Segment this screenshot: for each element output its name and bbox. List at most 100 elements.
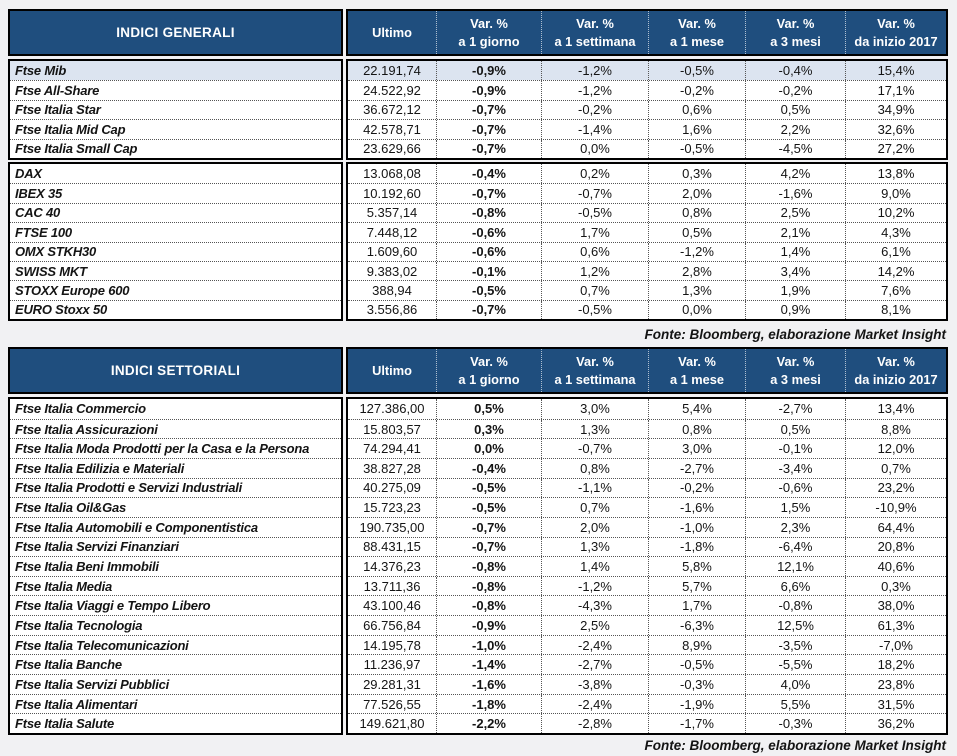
cell-ytd: 17,1% xyxy=(845,81,946,100)
cell-ultimo: 149.621,80 xyxy=(359,716,425,732)
cell-ultimo: 77.526,55 xyxy=(363,696,421,712)
cell-ultimo: 10.192,60 xyxy=(363,186,421,202)
cell-ultimo: 15.723,23 xyxy=(363,500,421,516)
index-name: EURO Stoxx 50 xyxy=(10,299,341,319)
cell-ytd: 23,8% xyxy=(845,675,946,694)
column-header-line2: a 1 settimana xyxy=(554,33,636,49)
cell-month: -0,2% xyxy=(648,478,745,498)
cell-day: 0,0% xyxy=(436,439,541,458)
cell-day: -0,7% xyxy=(436,537,541,557)
cell-day: -0,4% xyxy=(436,459,541,478)
index-name: Ftse Italia Tecnologia xyxy=(10,615,341,635)
cell-ultimo: 88.431,15 xyxy=(363,539,421,555)
column-headers: Ultimo Var. % a 1 giorno Var. % a 1 settiman… xyxy=(346,347,948,395)
cell-day: -0,4% xyxy=(436,163,541,184)
index-name: Ftse Italia Viaggi e Tempo Libero xyxy=(10,595,341,615)
cell-day: -0,8% xyxy=(436,557,541,576)
cell-week: -1,1% xyxy=(541,478,648,498)
index-name: Ftse Italia Moda Prodotti per la Casa e … xyxy=(10,438,341,458)
column-header-line2: a 3 mesi xyxy=(770,371,821,387)
cell-day: -0,9% xyxy=(436,616,541,635)
cell-month: -1,0% xyxy=(648,517,745,537)
cell-ytd: 38,0% xyxy=(845,596,946,616)
cell-day: -0,6% xyxy=(436,223,541,242)
cell-day: -0,8% xyxy=(436,596,541,616)
index-name: Ftse Italia Edilizia e Materiali xyxy=(10,458,341,478)
cell-month: -0,3% xyxy=(648,675,745,694)
cell-ytd: 23,2% xyxy=(845,478,946,498)
cell-week: 0,0% xyxy=(541,139,648,158)
cell-quarter: 6,6% xyxy=(745,576,845,596)
cell-ytd: 13,4% xyxy=(845,399,946,419)
cell-month: -1,9% xyxy=(648,694,745,714)
column-header-line1: Var. % xyxy=(470,16,508,32)
column-header-week: Var. % a 1 settimana xyxy=(541,349,648,393)
column-header-line2: a 1 giorno xyxy=(458,371,520,387)
cell-ytd: 20,8% xyxy=(845,537,946,557)
table-row: 10.192,60 -0,7% -0,7% 2,0% -1,6% 9,0% xyxy=(348,183,946,203)
cell-week: -0,2% xyxy=(541,100,648,120)
cell-month: 1,3% xyxy=(648,281,745,300)
index-name-column: DAX IBEX 35 CAC 40 FTSE 100 OMX STKH30 SWISS … xyxy=(8,161,343,322)
cell-week: 0,2% xyxy=(541,163,648,184)
table-row: 43.100,46 -0,8% -4,3% 1,7% -0,8% 38,0% xyxy=(348,595,946,616)
cell-week: -1,2% xyxy=(541,81,648,100)
cell-ytd: -10,9% xyxy=(845,498,946,517)
column-header-week: Var. % a 1 settimana xyxy=(541,11,648,54)
cell-ultimo: 29.281,31 xyxy=(363,676,421,692)
cell-ytd: 13,8% xyxy=(845,163,946,184)
cell-week: 1,7% xyxy=(541,223,648,242)
cell-month: -1,7% xyxy=(648,714,745,733)
index-name: Ftse Italia Oil&Gas xyxy=(10,497,341,517)
cell-ultimo: 11.236,97 xyxy=(363,657,421,673)
cell-week: -1,2% xyxy=(541,61,648,81)
index-name: Ftse Italia Automobili e Componentistica xyxy=(10,516,341,537)
column-header-line1: Var. % xyxy=(877,354,915,370)
cell-week: -1,4% xyxy=(541,120,648,139)
cell-month: 0,5% xyxy=(648,223,745,242)
cell-quarter: 0,5% xyxy=(745,100,845,120)
cell-quarter: 1,4% xyxy=(745,242,845,261)
cell-month: -6,3% xyxy=(648,616,745,635)
column-header-line2: a 3 mesi xyxy=(770,33,821,49)
cell-quarter: -1,6% xyxy=(745,184,845,203)
cell-week: 2,5% xyxy=(541,616,648,635)
cell-quarter: -3,5% xyxy=(745,635,845,655)
cell-ultimo: 1.609,60 xyxy=(366,244,418,260)
table-row: 40.275,09 -0,5% -1,1% -0,2% -0,6% 23,2% xyxy=(348,477,946,498)
cell-month: -1,2% xyxy=(648,242,745,261)
cell-quarter: -0,2% xyxy=(745,81,845,100)
cell-quarter: -5,5% xyxy=(745,655,845,675)
values-column: 127.386,00 0,5% 3,0% 5,4% -2,7% 13,4% 15.803,5… xyxy=(346,397,948,735)
table-row: 15.723,23 -0,5% 0,7% -1,6% 1,5% -10,9% xyxy=(348,497,946,517)
cell-quarter: 2,5% xyxy=(745,203,845,223)
table-body: Ftse Italia Commercio Ftse Italia Assicur… xyxy=(8,397,948,735)
cell-quarter: 1,9% xyxy=(745,281,845,300)
cell-week: -2,4% xyxy=(541,635,648,655)
cell-week: -0,5% xyxy=(541,203,648,223)
cell-ytd: 32,6% xyxy=(845,120,946,139)
source-note: Fonte: Bloomberg, elaborazione Market In… xyxy=(644,737,946,753)
cell-ytd: 0,3% xyxy=(845,576,946,596)
index-name: IBEX 35 xyxy=(10,183,341,202)
column-header-day: Var. % a 1 giorno xyxy=(436,349,541,393)
cell-month: 1,7% xyxy=(648,596,745,616)
cell-quarter: -6,4% xyxy=(745,537,845,557)
index-name: Ftse Italia Alimentari xyxy=(10,693,341,714)
cell-month: 2,0% xyxy=(648,184,745,203)
cell-day: -0,7% xyxy=(436,517,541,537)
column-header-line2: a 1 mese xyxy=(669,371,725,387)
cell-week: -4,3% xyxy=(541,596,648,616)
index-name: Ftse Italia Commercio xyxy=(15,401,146,417)
cell-month: 0,8% xyxy=(648,203,745,223)
table-row: 127.386,00 0,5% 3,0% 5,4% -2,7% 13,4% xyxy=(348,399,946,419)
cell-month: 5,8% xyxy=(648,557,745,576)
cell-ultimo: 43.100,46 xyxy=(363,598,421,614)
column-header-ytd: Var. % da inizio 2017 xyxy=(845,11,946,54)
index-name: Ftse Italia Mid Cap xyxy=(10,119,341,138)
column-header-month: Var. % a 1 mese xyxy=(648,349,745,393)
cell-ytd: 4,3% xyxy=(845,223,946,242)
table-row: 7.448,12 -0,6% 1,7% 0,5% 2,1% 4,3% xyxy=(348,222,946,242)
cell-day: -0,1% xyxy=(436,261,541,281)
cell-month: 0,6% xyxy=(648,100,745,120)
